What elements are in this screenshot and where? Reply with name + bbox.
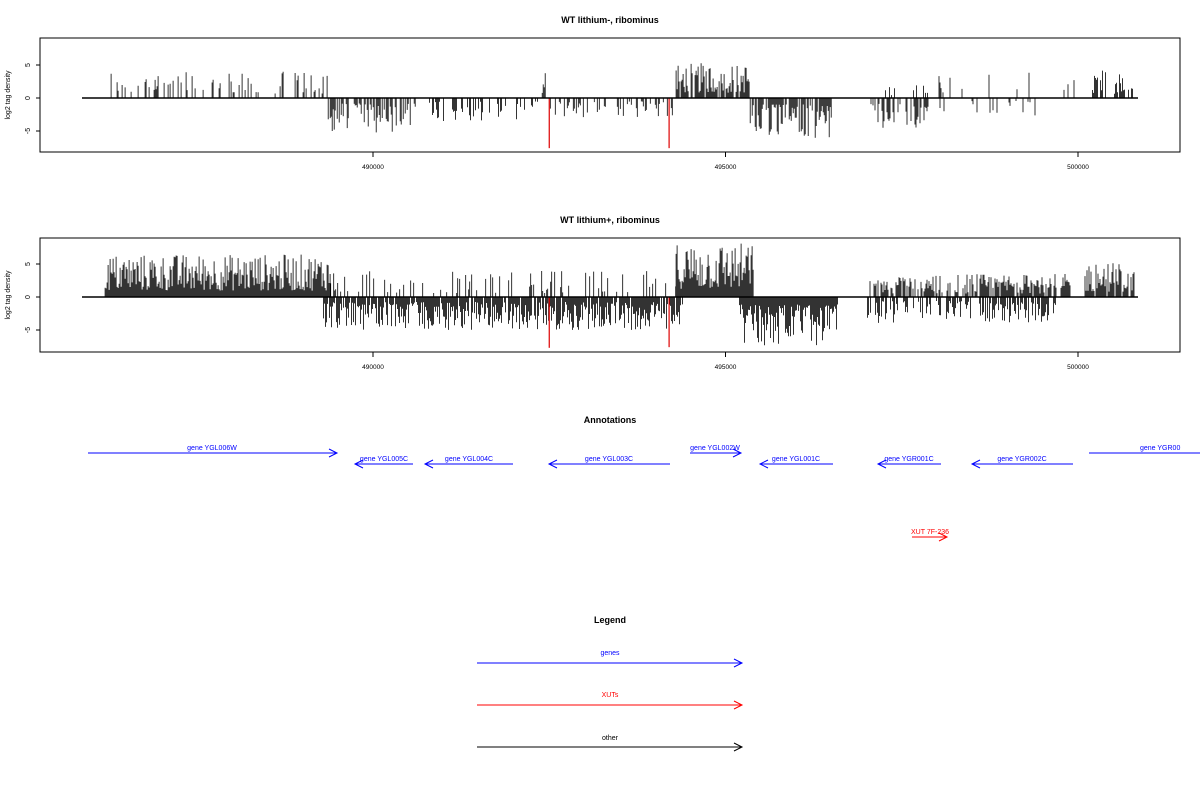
x-tick-label: 495000 <box>715 164 737 171</box>
legend-item-genes: genes <box>477 650 744 668</box>
gene-label: gene YGL003C <box>585 456 633 463</box>
panel-1-frame <box>39 37 1181 153</box>
annotations-title: Annotations <box>584 415 637 425</box>
gene-label: gene YGR00 <box>1140 445 1180 452</box>
x-tick-label: 490000 <box>362 164 384 171</box>
y-tick-label: 5 <box>25 262 32 266</box>
gene-label: gene YGR001C <box>884 456 933 463</box>
legend-label-other: other <box>602 735 619 742</box>
x-tick-label: 495000 <box>715 364 737 371</box>
gene-label: gene YGL002W <box>690 445 740 452</box>
legend-title: Legend <box>594 615 626 625</box>
legend-item-xuts: XUTs <box>477 692 744 710</box>
panel-2-ylabel: log2 tag density <box>5 270 12 320</box>
panel-2: WT lithium+, ribominus log2 tag density … <box>5 215 1181 371</box>
gene-YGL002W: gene YGL002W <box>690 445 743 458</box>
gene-YGL004C: gene YGL004C <box>423 456 513 469</box>
y-tick-label: -5 <box>25 327 32 333</box>
x-tick-label: 500000 <box>1067 364 1089 371</box>
panel-1-bars <box>110 63 1133 149</box>
panel-2-frame <box>39 237 1181 353</box>
gene-label: gene YGR002C <box>997 456 1046 463</box>
panel-1: WT lithium-, ribominus log2 tag density … <box>5 15 1181 171</box>
panel-1-ylabel: log2 tag density <box>5 70 12 120</box>
panel-2-y-axis: 5 0 -5 <box>25 262 40 333</box>
panel-2-x-axis: 490000 495000 500000 <box>362 352 1089 371</box>
gene-label: gene YGL004C <box>445 456 493 463</box>
gene-YGR002C: gene YGR002C <box>970 456 1073 469</box>
y-tick-label: -5 <box>25 128 32 134</box>
gene-YGL006W: gene YGL006W <box>88 445 339 458</box>
y-tick-label: 5 <box>25 63 32 67</box>
gene-YGL003C: gene YGL003C <box>547 456 670 469</box>
panel-2-bars <box>104 243 1135 348</box>
gene-label: gene YGL006W <box>187 445 237 452</box>
gene-YGR001C: gene YGR001C <box>876 456 941 469</box>
panel-2-title: WT lithium+, ribominus <box>560 215 660 225</box>
y-tick-label: 0 <box>25 96 32 100</box>
gene-label: gene YGL001C <box>772 456 820 463</box>
gene-YGL005C: gene YGL005C <box>353 456 413 469</box>
legend: Legend genes XUTs other <box>477 615 744 752</box>
y-tick-label: 0 <box>25 295 32 299</box>
x-tick-label: 490000 <box>362 364 384 371</box>
gene-YGR00-partial: gene YGR00 <box>1089 445 1200 454</box>
gene-YGL001C: gene YGL001C <box>758 456 833 469</box>
annotations-panel: Annotations gene YGL006W gene YGL005C ge… <box>88 415 1200 542</box>
panel-1-x-axis: 490000 495000 500000 <box>362 152 1089 171</box>
panel-1-y-axis: 5 0 -5 <box>25 63 40 134</box>
xut-label: XUT 7F-236 <box>911 529 949 536</box>
gene-label: gene YGL005C <box>360 456 408 463</box>
xut-7F-236: XUT 7F-236 <box>911 529 949 542</box>
legend-label-xuts: XUTs <box>602 692 619 699</box>
legend-item-other: other <box>477 735 744 752</box>
legend-label-genes: genes <box>600 650 620 657</box>
x-tick-label: 500000 <box>1067 164 1089 171</box>
panel-1-title: WT lithium-, ribominus <box>561 15 659 25</box>
